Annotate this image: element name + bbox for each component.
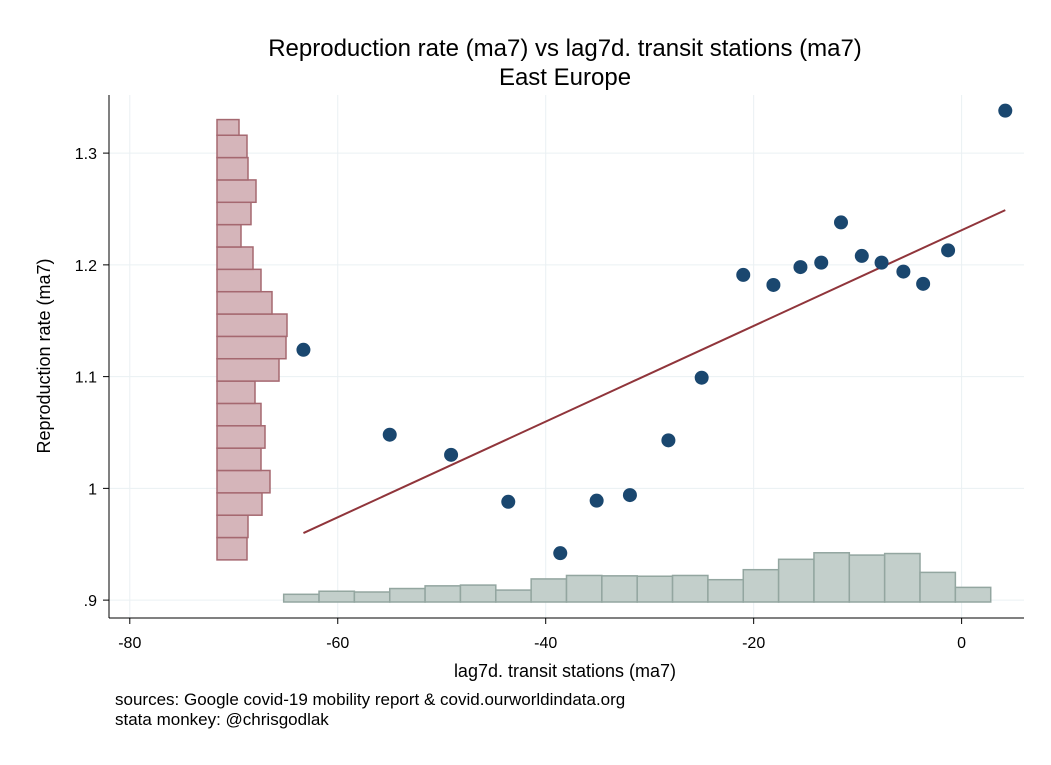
- x-hist-bar: [318, 590, 356, 603]
- chart-title: Reproduction rate (ma7) vs lag7d. transi…: [268, 35, 862, 62]
- scatter-point: [854, 248, 869, 263]
- x-hist-bar: [883, 552, 921, 603]
- x-hist-bar: [282, 593, 320, 603]
- y-hist-bar: [216, 156, 249, 181]
- fit-line-group: [303, 209, 1006, 534]
- y-hist-bar: [216, 536, 248, 561]
- author-note: stata monkey: @chrisgodlak: [115, 710, 329, 729]
- y-hist-bar: [216, 179, 257, 204]
- scatter-point: [736, 267, 751, 282]
- scatter-point: [553, 546, 568, 561]
- x-hist-bar: [459, 584, 497, 603]
- y-hist-bar: [216, 223, 242, 248]
- axes: -80 -60 -40 -20 0 .9 1 1.1 1.2 1.3: [75, 95, 1024, 652]
- scatter-point: [622, 488, 637, 503]
- x-hist-bar: [424, 585, 462, 603]
- scatter-point: [382, 427, 397, 442]
- y-hist-bar: [216, 313, 288, 338]
- y-hist-bar: [216, 425, 266, 449]
- fit-line: [303, 209, 1006, 534]
- x-hist-bar: [848, 554, 886, 603]
- x-tick-label: -60: [326, 635, 349, 652]
- x-hist-bar: [565, 574, 603, 603]
- x-hist-bar: [495, 589, 532, 603]
- x-hist-bar: [601, 575, 638, 603]
- x-tick-label: -40: [534, 635, 557, 652]
- y-tick-label: 1.3: [75, 146, 97, 163]
- scatter-point: [661, 433, 676, 448]
- x-axis-label: lag7d. transit stations (ma7): [454, 661, 676, 681]
- x-histogram: [282, 552, 992, 603]
- x-hist-bar: [742, 568, 780, 603]
- x-hist-bar: [813, 552, 851, 603]
- scatter-point: [998, 103, 1013, 118]
- y-tick-label: .9: [84, 593, 97, 610]
- y-hist-bar: [216, 201, 252, 226]
- chart-subtitle: East Europe: [499, 64, 631, 91]
- y-hist-bar: [216, 447, 262, 472]
- y-hist-bar: [216, 380, 256, 405]
- scatter-point: [941, 243, 956, 258]
- y-hist-bar: [216, 290, 273, 315]
- scatter-point: [874, 255, 889, 270]
- x-tick-label: -20: [742, 635, 765, 652]
- scatter-point: [834, 215, 848, 230]
- x-hist-bar: [777, 558, 815, 603]
- scatter-point: [296, 342, 311, 357]
- x-hist-bar: [707, 578, 745, 603]
- scatter-point: [814, 255, 829, 270]
- scatter-point: [766, 277, 781, 292]
- y-tick-label: 1.1: [75, 370, 97, 387]
- y-tick-label: 1: [88, 481, 97, 498]
- y-hist-bar: [216, 492, 263, 516]
- scatter-point: [694, 370, 709, 385]
- y-tick-label: 1.2: [75, 258, 97, 275]
- x-hist-bar: [388, 587, 426, 603]
- y-hist-bar: [216, 134, 248, 159]
- y-hist-bar: [216, 402, 262, 427]
- x-hist-bar: [353, 591, 391, 603]
- y-hist-bar: [216, 335, 287, 360]
- y-hist-bar: [216, 357, 280, 382]
- x-hist-bar: [671, 574, 709, 603]
- y-histogram: [216, 118, 288, 561]
- y-hist-bar: [216, 246, 254, 271]
- scatter-point: [501, 494, 516, 509]
- x-hist-bar: [919, 571, 957, 603]
- x-hist-bar: [636, 575, 674, 603]
- scatter-point: [916, 276, 931, 291]
- y-hist-bar: [216, 514, 249, 539]
- sources-note: sources: Google covid-19 mobility report…: [115, 690, 626, 709]
- x-tick-label: 0: [957, 635, 966, 652]
- scatter-points: [296, 103, 1013, 561]
- x-hist-bar: [530, 578, 568, 603]
- scatter-point: [793, 260, 808, 275]
- y-hist-bar: [216, 469, 271, 494]
- scatter-point: [896, 264, 911, 279]
- y-hist-bar: [216, 118, 240, 136]
- y-axis-label: Reproduction rate (ma7): [34, 258, 54, 453]
- x-hist-bar: [954, 586, 992, 603]
- x-tick-label: -80: [118, 635, 141, 652]
- scatter-point: [444, 447, 459, 462]
- y-hist-bar: [216, 268, 262, 293]
- scatter-point: [589, 493, 604, 508]
